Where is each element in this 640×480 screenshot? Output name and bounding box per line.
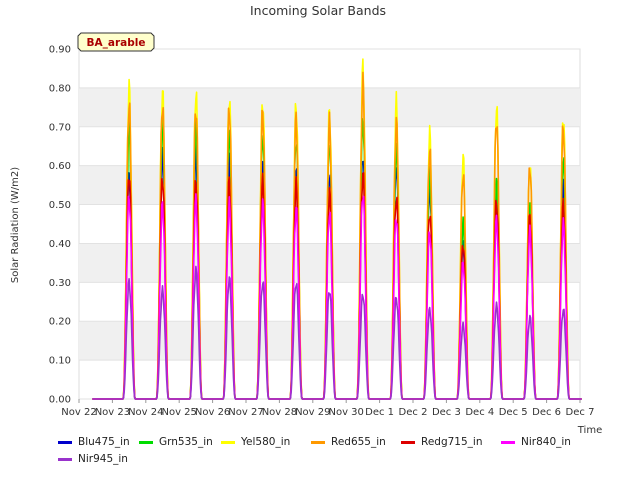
- y-tick-label: 0.50: [49, 200, 71, 211]
- x-tick-label: Nov 26: [195, 407, 230, 418]
- x-tick-label: Dec 6: [532, 407, 561, 418]
- legend-label: Blu475_in: [78, 436, 130, 448]
- x-tick-label: Nov 25: [161, 407, 196, 418]
- grid-band: [79, 321, 580, 361]
- x-tick-label: Nov 27: [228, 407, 263, 418]
- legend-row: Blu475_in Grn535_in Yel580_in Red655_in Redg…: [58, 436, 618, 453]
- y-tick-label: 0.70: [49, 122, 71, 133]
- y-tick-label: 0.10: [49, 356, 71, 367]
- legend: Blu475_in Grn535_in Yel580_in Red655_in Redg…: [58, 436, 618, 470]
- series-lines: [92, 58, 582, 400]
- x-tick-label: Dec 3: [432, 407, 461, 418]
- y-axis: 0.00 0.10 0.20 0.30 0.40 0.50 0.60 0.70 0.80 0.90: [49, 45, 71, 406]
- legend-swatch: [58, 440, 72, 444]
- legend-label: Redg715_in: [421, 436, 483, 448]
- legend-item: Nir840_in: [501, 436, 571, 448]
- annotation-box: [77, 32, 155, 52]
- legend-label: Red655_in: [331, 436, 386, 448]
- x-axis-title: Time: [577, 425, 602, 436]
- y-tick-label: 0.80: [49, 83, 71, 94]
- y-axis-title: Solar Radiation (W/m2): [10, 167, 21, 283]
- legend-label: Nir945_in: [78, 453, 128, 465]
- legend-item: Blu475_in: [58, 436, 130, 448]
- y-tick-label: 0.60: [49, 161, 71, 172]
- annotation-badge: BA_arable: [77, 32, 155, 52]
- x-tick-label: Dec 5: [499, 407, 528, 418]
- legend-label: Nir840_in: [521, 436, 571, 448]
- y-tick-label: 0.20: [49, 317, 71, 328]
- legend-swatch: [401, 440, 415, 444]
- legend-row: Nir945_in: [58, 453, 618, 470]
- legend-swatch: [311, 440, 325, 444]
- annotation-label: BA_arable: [87, 37, 146, 49]
- x-tick-label: Dec 4: [465, 407, 494, 418]
- legend-label: Grn535_in: [159, 436, 213, 448]
- legend-label: Yel580_in: [241, 436, 291, 448]
- legend-swatch: [58, 457, 72, 461]
- x-tick-label: Nov 23: [95, 407, 130, 418]
- x-tick-label: Dec 1: [365, 407, 394, 418]
- y-tick-label: 0.40: [49, 239, 71, 250]
- legend-item: Nir945_in: [58, 453, 128, 465]
- y-tick-label: 0.30: [49, 278, 71, 289]
- x-tick-label: Dec 2: [399, 407, 428, 418]
- legend-item: Red655_in: [311, 436, 386, 448]
- legend-swatch: [221, 440, 235, 444]
- y-tick-label: 0.00: [49, 395, 71, 406]
- x-tick-label: Nov 24: [128, 407, 163, 418]
- series-line-nir945_in: [92, 265, 582, 400]
- x-tick-label: Nov 22: [61, 407, 96, 418]
- y-tick-label: 0.90: [49, 45, 71, 56]
- legend-swatch: [501, 440, 515, 444]
- x-tick-label: Nov 28: [262, 407, 297, 418]
- x-tick-label: Nov 29: [295, 407, 330, 418]
- legend-item: Redg715_in: [401, 436, 482, 448]
- x-tick-label: Nov 30: [328, 407, 363, 418]
- legend-item: Grn535_in: [139, 436, 213, 448]
- legend-swatch: [139, 440, 153, 444]
- grid-band: [79, 243, 580, 283]
- x-tick-label: Dec 7: [566, 407, 595, 418]
- chart-title: Incoming Solar Bands: [250, 3, 386, 18]
- legend-item: Yel580_in: [221, 436, 290, 448]
